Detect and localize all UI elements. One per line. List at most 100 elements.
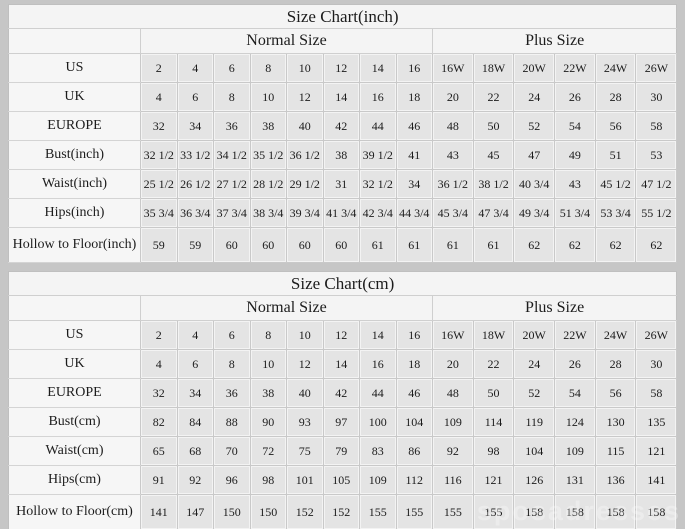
size-cell: 18 [395,349,433,379]
size-cell: 44 3/4 [395,198,433,228]
size-cell: 44 [359,378,397,408]
size-cell: 6 [176,82,214,112]
size-chart-inch-body: US 2 4 6 8 10 12 14 16 16W 18W 20W 22W 24W 26W UK 4 6 8 10 1… [8,53,678,263]
size-cell: 61 [395,227,433,263]
size-cell: 126 [513,465,556,495]
size-cell: 152 [322,494,360,529]
normal-size-header: Normal Size [140,28,433,54]
size-cell: 56 [594,378,637,408]
size-cell: 28 [594,349,637,379]
size-cell: 41 [395,140,433,170]
size-cell: 52 [513,111,556,141]
size-cell: 141 [635,465,678,495]
row-label: Hips(inch) [8,198,141,228]
size-cell: 10 [286,53,324,83]
size-cell: 158 [635,494,678,529]
size-cell: 155 [432,494,474,529]
table-row: Hollow to Floor(cm) 141 147 150 150 152 152 155… [8,494,678,529]
size-cell: 68 [176,436,214,466]
size-cell: 12 [322,53,360,83]
size-cell: 104 [513,436,556,466]
size-cell: 86 [395,436,433,466]
size-cell: 51 [594,140,637,170]
size-cell: 92 [432,436,474,466]
size-cell: 20W [513,53,556,83]
size-chart-cm-body: US 2 4 6 8 10 12 14 16 16W 18W 20W 22W 24W 26W UK 4 6 8 10 1… [8,320,678,529]
size-cell: 70 [213,436,251,466]
size-cell: 60 [322,227,360,263]
size-cell: 124 [554,407,596,437]
size-cell: 150 [249,494,287,529]
size-cell: 114 [472,407,515,437]
size-cell: 16 [395,320,433,350]
size-cell: 30 [635,82,678,112]
size-cell: 35 1/2 [249,140,287,170]
size-cell: 20W [513,320,556,350]
size-cell: 93 [286,407,324,437]
size-cell: 24 [513,82,556,112]
size-cell: 109 [432,407,474,437]
size-cell: 16W [432,320,474,350]
size-cell: 59 [140,227,178,263]
size-cell: 121 [635,436,678,466]
size-cell: 40 [286,378,324,408]
size-cell: 112 [395,465,433,495]
size-cell: 18W [472,53,515,83]
size-cell: 4 [176,53,214,83]
plus-size-header: Plus Size [431,295,677,321]
size-cell: 42 3/4 [359,198,397,228]
size-cell: 98 [472,436,515,466]
size-cell: 14 [322,82,360,112]
size-cell: 10 [249,82,287,112]
size-cell: 12 [286,349,324,379]
size-cell: 40 [286,111,324,141]
size-cell: 61 [359,227,397,263]
size-cell: 2 [140,320,178,350]
table-row: UK 4 6 8 10 12 14 16 18 20 22 24 26 28 30 [8,349,678,379]
size-cell: 16W [432,53,474,83]
size-cell: 22 [472,82,515,112]
size-cell: 36 [213,111,251,141]
table-title-row: Size Chart(inch) [8,4,677,29]
size-cell: 6 [213,53,251,83]
size-cell: 51 3/4 [554,198,596,228]
size-cell: 54 [554,111,596,141]
size-cell: 42 [322,111,360,141]
size-cell: 36 1/2 [432,169,474,199]
size-cell: 29 1/2 [286,169,324,199]
size-cell: 36 1/2 [286,140,324,170]
size-cell: 62 [594,227,637,263]
size-cell: 38 3/4 [249,198,287,228]
size-cell: 16 [395,53,433,83]
size-cell: 49 3/4 [513,198,556,228]
size-cell: 90 [249,407,287,437]
size-cell: 8 [249,320,287,350]
row-label: Waist(cm) [8,436,141,466]
size-cell: 58 [635,111,678,141]
row-label: Hollow to Floor(cm) [8,494,141,529]
row-label: EUROPE [8,378,141,408]
size-cell: 6 [176,349,214,379]
size-cell: 105 [322,465,360,495]
size-cell: 34 [176,378,214,408]
size-cell: 155 [359,494,397,529]
size-cell: 20 [432,82,474,112]
size-cell: 62 [554,227,596,263]
size-cell: 26W [635,320,678,350]
size-cell: 158 [554,494,596,529]
table-title: Size Chart(cm) [8,271,677,296]
row-label: EUROPE [8,111,141,141]
size-cell: 88 [213,407,251,437]
size-cell: 47 [513,140,556,170]
table-row: EUROPE 32 34 36 38 40 42 44 46 48 50 52 54 56 58 [8,111,678,141]
size-cell: 43 [554,169,596,199]
table-row: US 2 4 6 8 10 12 14 16 16W 18W 20W 22W 24W 26W [8,320,678,350]
size-cell: 152 [286,494,324,529]
size-cell: 45 [472,140,515,170]
size-cell: 42 [322,378,360,408]
size-cell: 135 [635,407,678,437]
size-cell: 45 1/2 [594,169,637,199]
size-cell: 56 [594,111,637,141]
size-cell: 55 1/2 [635,198,678,228]
size-cell: 14 [359,53,397,83]
